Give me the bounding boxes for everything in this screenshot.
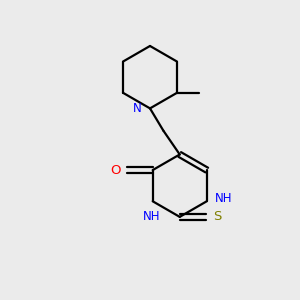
Text: S: S	[213, 210, 222, 224]
Text: N: N	[133, 102, 142, 115]
Text: NH: NH	[215, 192, 232, 205]
Text: NH: NH	[142, 210, 160, 223]
Text: O: O	[110, 164, 121, 177]
